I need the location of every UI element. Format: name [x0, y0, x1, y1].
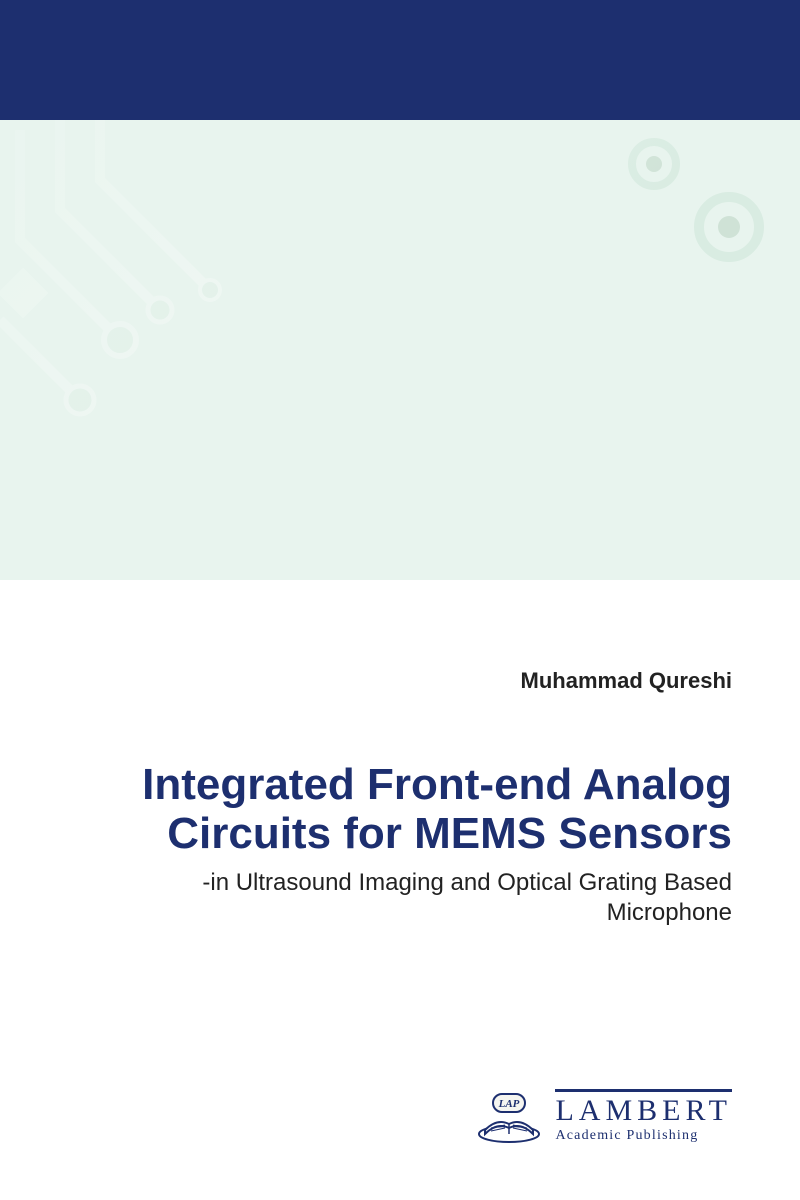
- top-band: [0, 0, 800, 120]
- publisher-name: LAMBERT: [555, 1094, 732, 1128]
- author-name: Muhammad Qureshi: [521, 668, 732, 694]
- publisher-block: LAP LAMBERT Academic Publishing: [477, 1089, 732, 1144]
- book-subtitle: -in Ultrasound Imaging and Optical Grati…: [120, 868, 732, 928]
- logo-label-text: LAP: [498, 1098, 520, 1110]
- art-overlay-gradient: [0, 120, 800, 580]
- publisher-tagline: Academic Publishing: [555, 1128, 732, 1144]
- book-cover: Muhammad Qureshi Integrated Front-end An…: [0, 0, 800, 1200]
- publisher-logo-icon: LAP: [477, 1090, 541, 1144]
- publisher-text: LAMBERT Academic Publishing: [555, 1089, 732, 1144]
- cover-art-area: [0, 120, 800, 580]
- book-title: Integrated Front-end Analog Circuits for…: [50, 760, 732, 859]
